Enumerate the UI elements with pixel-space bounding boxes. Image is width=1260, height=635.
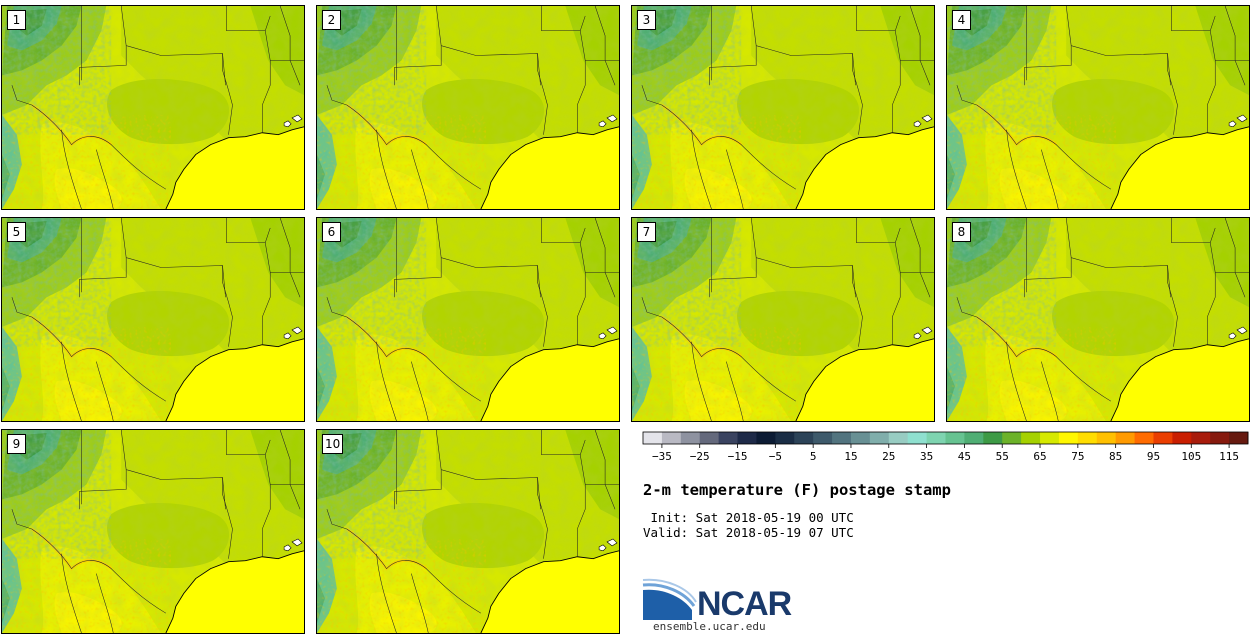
member-10-map: 10: [316, 429, 620, 634]
colorbar-tick-label: 45: [958, 450, 971, 463]
colorbar-tick-label: 75: [1071, 450, 1084, 463]
member-label: 3: [637, 10, 656, 30]
member-label: 8: [952, 222, 971, 242]
temperature-map: [947, 218, 1249, 421]
colorbar-swatch: [1096, 432, 1117, 444]
colorbar-swatch: [926, 432, 946, 444]
temperature-map: [632, 218, 934, 421]
colorbar-tick-label: −15: [728, 450, 748, 463]
member-6-map: 6: [316, 217, 620, 422]
colorbar-tick-label: −35: [652, 450, 672, 463]
colorbar-swatch: [1172, 432, 1192, 444]
colorbar-swatch: [680, 432, 701, 444]
website-url: ensemble.ucar.edu: [653, 620, 766, 633]
colorbar-swatch: [718, 432, 739, 444]
colorbar-swatch: [1134, 432, 1154, 444]
member-4-map: 4: [946, 5, 1250, 210]
colorbar-swatch: [1002, 432, 1022, 444]
temperature-colorbar: −35 −25 −15 −5 5 15 25 35 45 55 65 75 85 95 105 115: [642, 431, 1249, 463]
member-label: 7: [637, 222, 656, 242]
colorbar-swatch: [699, 432, 720, 444]
member-8-map: 8: [946, 217, 1250, 422]
temperature-map: [2, 218, 304, 421]
temperature-map: [2, 6, 304, 209]
colorbar-tick-label: 65: [1033, 450, 1046, 463]
init-time: Init: Sat 2018-05-19 00 UTC: [643, 510, 854, 525]
colorbar-swatch: [756, 432, 776, 444]
colorbar-swatch: [888, 432, 909, 444]
colorbar-tick-label: 95: [1147, 450, 1160, 463]
temperature-map: [2, 430, 304, 633]
colorbar-tick-label: 85: [1109, 450, 1122, 463]
member-5-map: 5: [1, 217, 305, 422]
colorbar-swatch: [832, 432, 852, 444]
member-label: 1: [7, 10, 26, 30]
colorbar-tick-label: 15: [844, 450, 857, 463]
colorbar-swatch: [1040, 432, 1060, 444]
colorbar-tick-label: −25: [690, 450, 710, 463]
temperature-map: [317, 218, 619, 421]
member-label: 2: [322, 10, 341, 30]
colorbar-tick-label: 35: [920, 450, 933, 463]
member-7-map: 7: [631, 217, 935, 422]
temperature-map: [632, 6, 934, 209]
colorbar-tick-label: 25: [882, 450, 895, 463]
member-3-map: 3: [631, 5, 935, 210]
colorbar-tick-label: 115: [1219, 450, 1239, 463]
colorbar-swatch: [813, 432, 833, 444]
colorbar-tick-label: 55: [996, 450, 1009, 463]
ncar-logo: [642, 578, 697, 620]
member-9-map: 9: [1, 429, 305, 634]
colorbar-swatch: [983, 432, 1003, 444]
colorbar-swatch: [869, 432, 890, 444]
colorbar-swatch: [794, 432, 814, 444]
colorbar-tick-label: −5: [769, 450, 782, 463]
ncar-logo-text: NCAR: [697, 585, 792, 623]
member-2-map: 2: [316, 5, 620, 210]
member-label: 4: [952, 10, 971, 30]
ncar-logo-arc: [643, 589, 692, 620]
colorbar-tick-label: 5: [810, 450, 817, 463]
colorbar-swatch: [1058, 432, 1079, 444]
colorbar-border: [642, 431, 1249, 445]
valid-time: Valid: Sat 2018-05-19 07 UTC: [643, 525, 854, 540]
member-label: 10: [322, 434, 344, 454]
colorbar-swatch: [1021, 432, 1041, 444]
colorbar-swatch: [1115, 432, 1136, 444]
member-label: 6: [322, 222, 341, 242]
chart-title: 2-m temperature (F) postage stamp: [643, 481, 951, 499]
colorbar-swatch: [737, 432, 757, 444]
colorbar-swatch: [775, 432, 795, 444]
colorbar-swatch: [1210, 432, 1230, 444]
colorbar-swatch: [1229, 432, 1249, 444]
colorbar-swatch: [1191, 432, 1211, 444]
colorbar-swatch: [945, 432, 965, 444]
temperature-map: [317, 430, 619, 633]
member-label: 5: [7, 222, 26, 242]
colorbar-swatch: [964, 432, 984, 444]
colorbar-swatch: [661, 432, 682, 444]
temperature-map: [317, 6, 619, 209]
colorbar-swatch: [643, 432, 663, 444]
colorbar-swatch: [1077, 432, 1098, 444]
temperature-map: [947, 6, 1249, 209]
member-1-map: 1: [1, 5, 305, 210]
colorbar-swatch: [907, 432, 928, 444]
member-label: 9: [7, 434, 26, 454]
colorbar-tick-label: 105: [1181, 450, 1201, 463]
colorbar-swatch: [850, 432, 871, 444]
colorbar-swatch: [1153, 432, 1173, 444]
